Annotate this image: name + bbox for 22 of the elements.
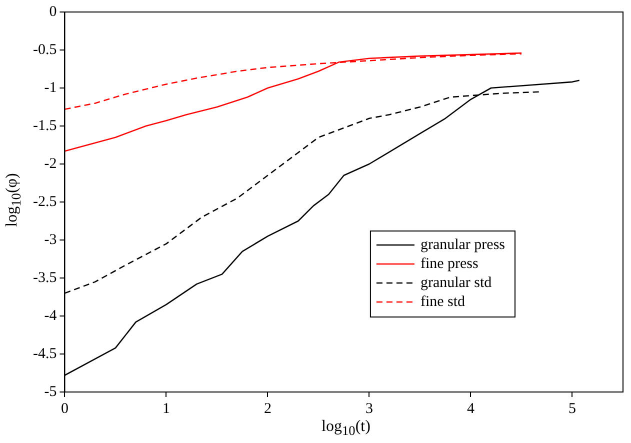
y-tick-label: 0	[49, 4, 57, 20]
y-tick-label: -0.5	[32, 42, 57, 58]
legend-label: fine press	[420, 256, 479, 272]
legend-label: fine std	[420, 294, 466, 310]
y-tick-label: -4	[44, 308, 58, 324]
y-tick-label: -1	[44, 80, 57, 96]
x-tick-label: 1	[162, 400, 170, 417]
x-tick-label: 4	[467, 400, 475, 417]
x-tick-label: 0	[60, 400, 68, 417]
y-tick-label: -3.5	[32, 270, 57, 286]
legend-label: granular press	[420, 236, 506, 253]
y-tick-label: -3	[44, 232, 57, 248]
x-axis-title: log$_{10}$(t)	[322, 418, 370, 440]
y-tick-label: -4.5	[32, 346, 57, 362]
x-tick-label: 2	[264, 400, 272, 417]
y-tick-label: -1.5	[32, 118, 57, 134]
y-tick-label: -2.5	[32, 194, 57, 210]
legend-label: granular std	[420, 274, 492, 291]
y-tick-label: -5	[44, 384, 57, 400]
x-tick-label: 5	[568, 400, 576, 417]
x-tick-label: 3	[366, 400, 373, 417]
y-tick-label: -2	[44, 156, 57, 172]
